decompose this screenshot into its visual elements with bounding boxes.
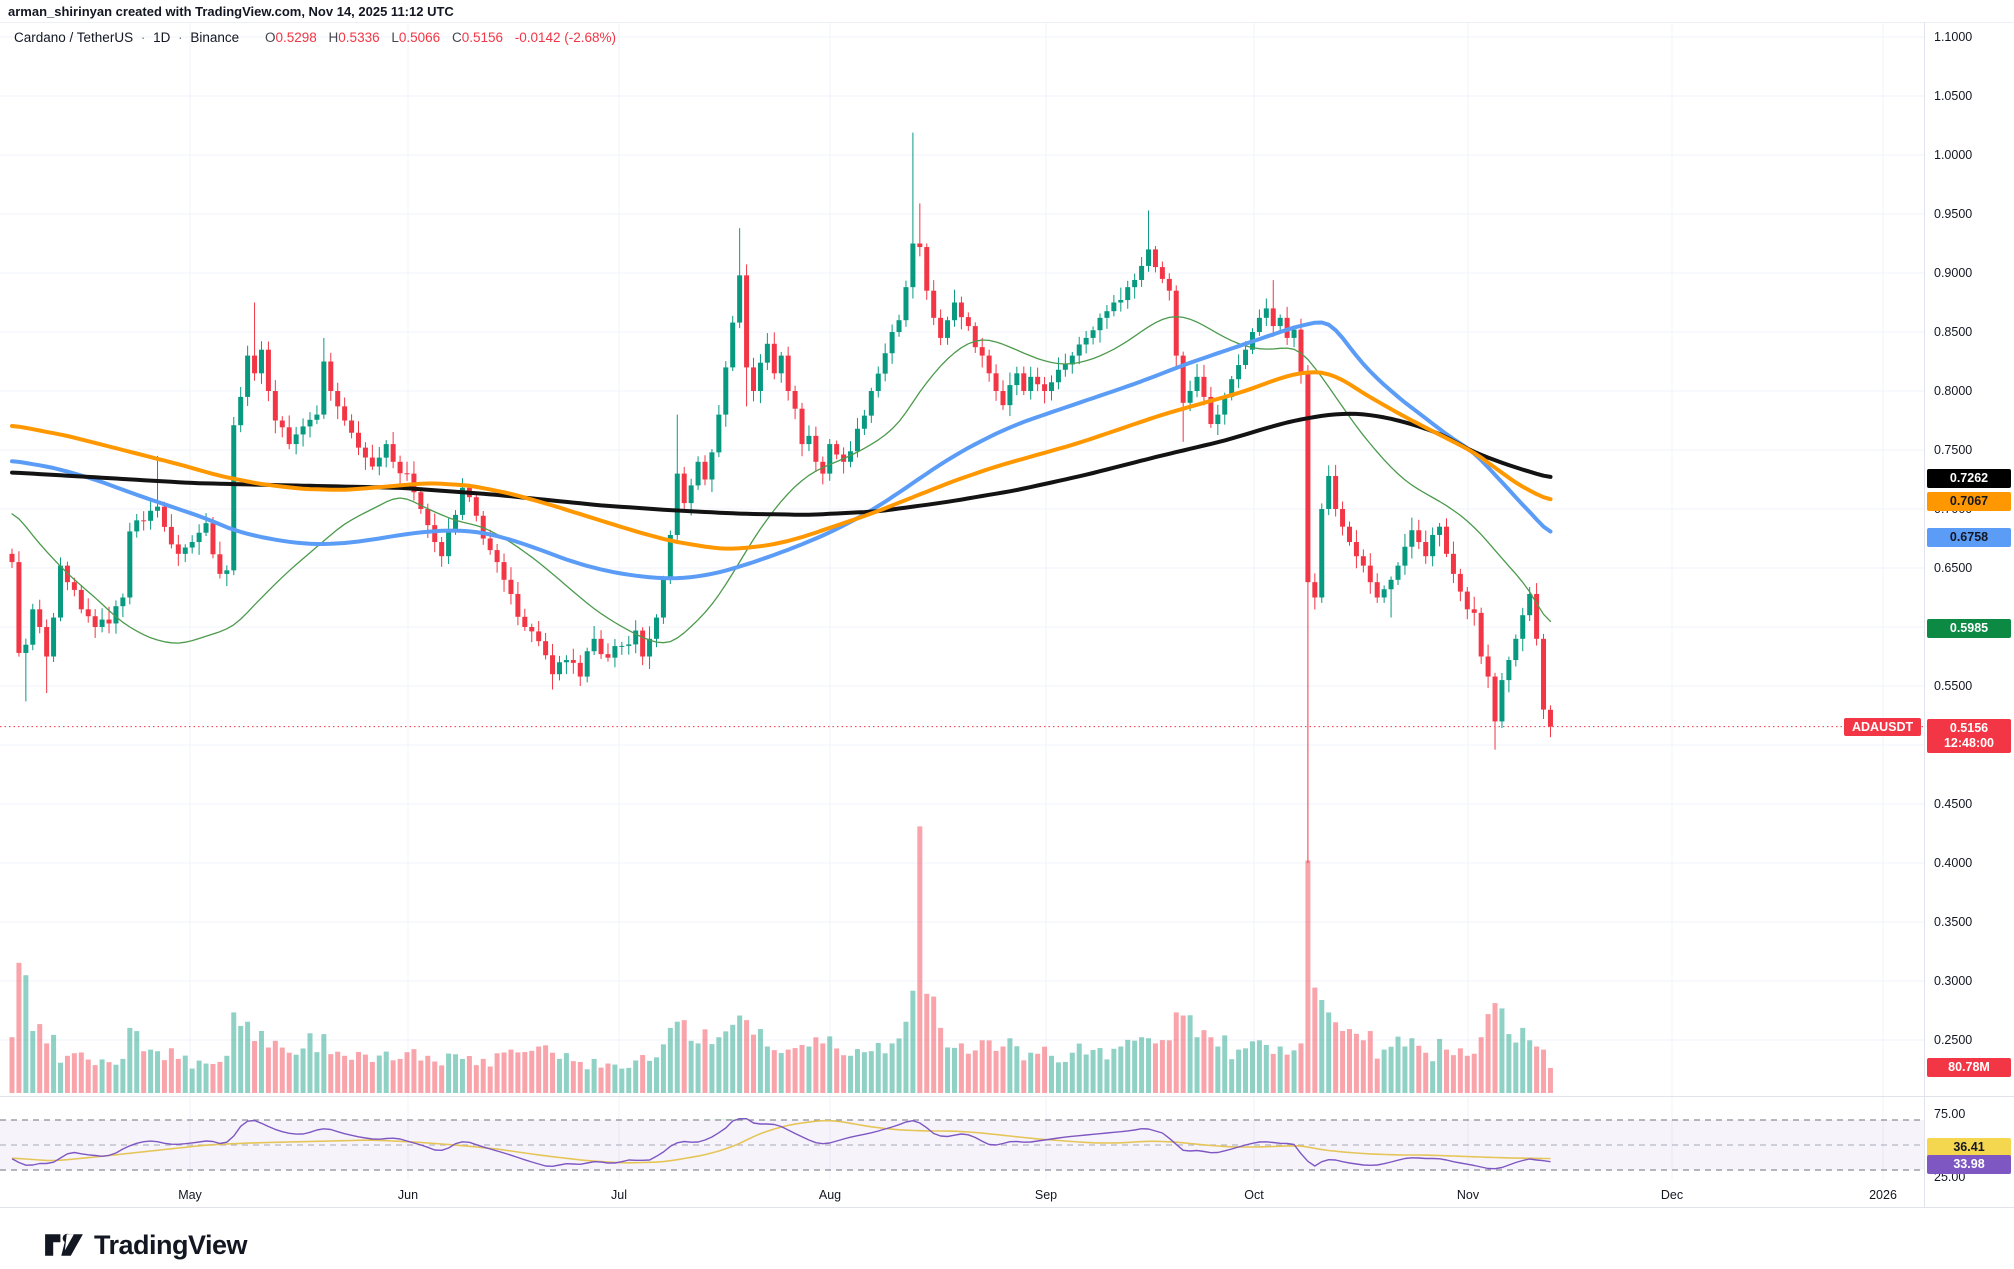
- close-value: 0.5156: [461, 30, 503, 45]
- price-tick-label: 0.3000: [1934, 974, 1973, 988]
- time-tick-label: Nov: [1456, 1188, 1480, 1202]
- attribution-text: arman_shirinyan created with TradingView…: [8, 4, 454, 19]
- high-label: H: [328, 30, 339, 45]
- symbol-legend[interactable]: Cardano / TetherUS · 1D · Binance O0.529…: [14, 30, 616, 45]
- change-value: -0.0142 (-2.68%): [514, 30, 617, 45]
- header-separator: [0, 22, 2014, 23]
- price-tick-label: 0.9000: [1934, 266, 1973, 280]
- ma21-price-badge: 0.5985: [1927, 619, 2011, 638]
- last-price-badge: 0.5156 12:48:00: [1927, 719, 2011, 753]
- price-axis-border: [1924, 22, 1925, 1207]
- ma50-price-badge: 0.6758: [1927, 528, 2011, 547]
- price-tick-label: 0.4000: [1934, 856, 1973, 870]
- symbol-title[interactable]: Cardano / TetherUS: [14, 30, 134, 45]
- last-price-symbol-marker: ADAUSDT: [1844, 717, 1922, 736]
- close-label: C: [451, 30, 462, 45]
- price-tick-label: 1.0000: [1934, 148, 1973, 162]
- symbol-exchange: Binance: [190, 30, 240, 45]
- price-tick-label: 0.8000: [1934, 384, 1973, 398]
- price-tick-label: 0.2500: [1934, 1033, 1973, 1047]
- separator-dot: ·: [178, 30, 183, 45]
- time-tick-label: Sep: [1034, 1188, 1058, 1202]
- symbol-interval[interactable]: 1D: [153, 30, 171, 45]
- time-tick-label: 2026: [1869, 1188, 1897, 1202]
- price-tick-label: 0.5500: [1934, 679, 1973, 693]
- time-tick-label: Oct: [1244, 1188, 1264, 1202]
- ma200-price-badge: 0.7262: [1927, 469, 2011, 488]
- price-tick-label: 0.7500: [1934, 443, 1973, 457]
- tradingview-logo-icon: [45, 1233, 83, 1256]
- pane-separator[interactable]: [0, 1096, 2014, 1097]
- time-axis-border: [0, 1207, 2014, 1208]
- last-price-value: 0.5156: [1949, 721, 1989, 735]
- price-tick-label: 0.6500: [1934, 561, 1973, 575]
- rsi-ma-badge: 36.41: [1927, 1138, 2011, 1157]
- time-tick-label: Jul: [611, 1188, 627, 1202]
- price-tick-label: 0.8500: [1934, 325, 1973, 339]
- low-value: 0.5066: [398, 30, 441, 45]
- time-tick-label: Aug: [818, 1188, 842, 1202]
- price-tick-label: 0.4500: [1934, 797, 1973, 811]
- time-tick-label: Dec: [1660, 1188, 1684, 1202]
- price-tick-label: 1.1000: [1934, 30, 1973, 44]
- price-tick-label: 0.9500: [1934, 207, 1973, 221]
- ohlc-values: O0.5298 H0.5336 L0.5066 C0.5156 -0.0142 …: [257, 30, 616, 45]
- price-tick-label: 1.0500: [1934, 89, 1973, 103]
- time-tick-label: Jun: [397, 1188, 419, 1202]
- high-value: 0.5336: [338, 30, 380, 45]
- time-tick-label: May: [178, 1188, 202, 1202]
- rsi-badge: 33.98: [1927, 1155, 2011, 1174]
- tradingview-logo[interactable]: TradingView: [44, 1227, 248, 1263]
- ma100-price-badge: 0.7067: [1927, 492, 2011, 511]
- separator-dot: ·: [140, 30, 146, 45]
- price-tick-label: 0.3500: [1934, 915, 1973, 929]
- bar-countdown: 12:48:00: [1943, 736, 1995, 750]
- open-label: O: [264, 30, 276, 45]
- rsi-upper-level-label: 75.00: [1934, 1107, 1966, 1121]
- tradingview-logo-text: TradingView: [94, 1229, 248, 1260]
- low-label: L: [391, 30, 399, 45]
- volume-badge: 80.78M: [1927, 1058, 2011, 1077]
- open-value: 0.5298: [275, 30, 317, 45]
